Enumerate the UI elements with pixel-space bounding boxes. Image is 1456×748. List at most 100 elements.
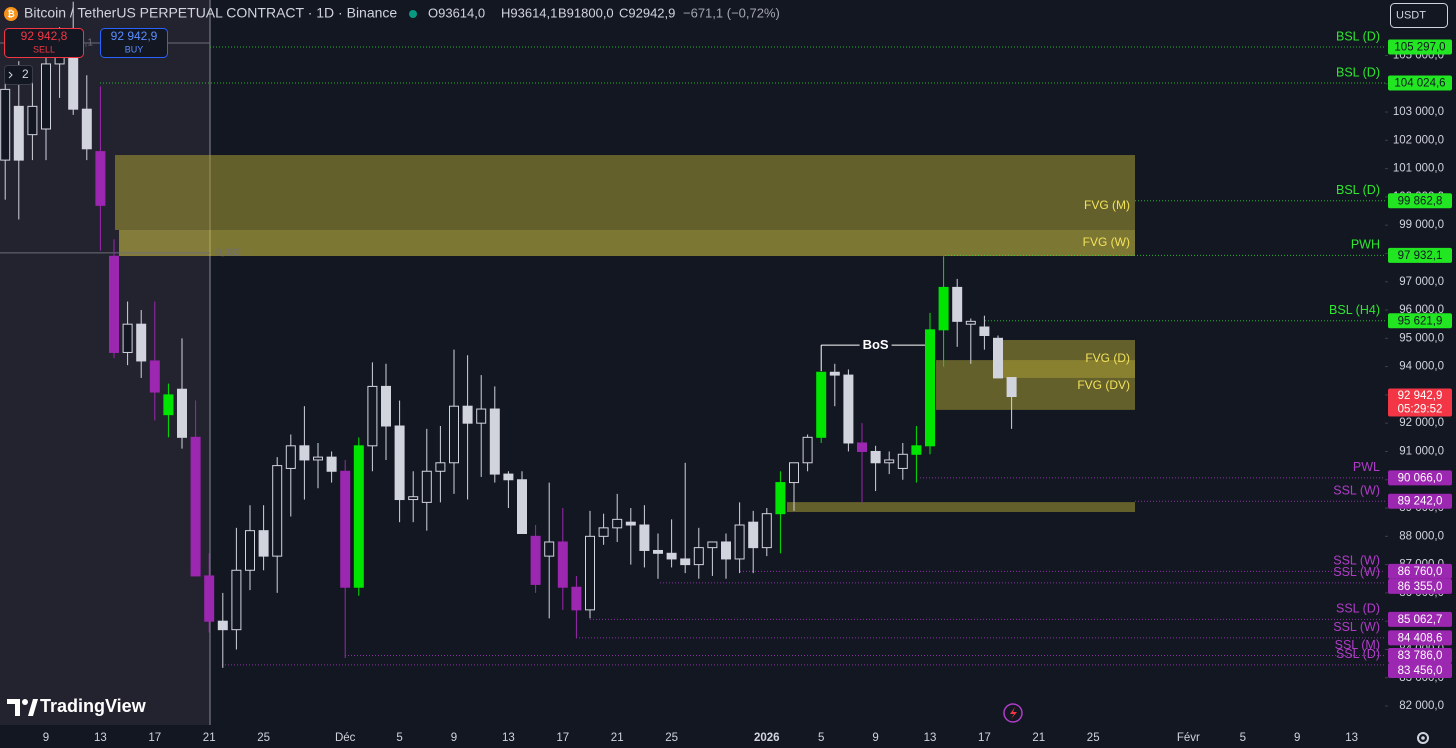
- y-tick-label: 94 000,0: [1399, 361, 1444, 373]
- level-label: SSL (M): [1335, 638, 1380, 652]
- x-tick-label: 5: [818, 732, 824, 744]
- logo-slash: [28, 699, 38, 716]
- sell-box[interactable]: [4, 28, 84, 58]
- candle-body: [802, 436, 813, 464]
- price-tag-label: 104 024,6: [1394, 78, 1445, 90]
- candle-body: [571, 586, 582, 611]
- price-tag: [1388, 313, 1452, 329]
- buy-box[interactable]: [100, 28, 168, 58]
- fvg-label: FVG (D): [1085, 351, 1130, 365]
- x-tick-label: 9: [1294, 732, 1300, 744]
- ohlc-change: −671,1 (−0,72%): [683, 5, 780, 20]
- ohlc-high: H93614,1: [501, 5, 557, 20]
- logo-dot: [22, 699, 28, 705]
- candle-body: [272, 465, 283, 557]
- fvg-label: FVG (DV): [1077, 378, 1130, 392]
- zones: [115, 155, 1135, 512]
- settings-gear[interactable]: [1417, 732, 1429, 744]
- currency[interactable]: USDT: [1396, 9, 1426, 21]
- candle-body: [394, 425, 405, 501]
- candle-body: [843, 374, 854, 444]
- candle-body: [217, 620, 228, 631]
- fvg-zone: [936, 360, 1135, 410]
- alert-bolt[interactable]: [1010, 707, 1017, 719]
- currency-select[interactable]: USDT: [1390, 3, 1448, 28]
- x-tick-label: 21: [203, 732, 216, 744]
- quantity[interactable]: 2: [22, 67, 29, 81]
- x-tick-label: 25: [257, 732, 270, 744]
- candle-body: [748, 521, 759, 549]
- chevron: [8, 71, 13, 79]
- price-tag-label: 83 456,0: [1398, 665, 1443, 677]
- candle-body: [925, 329, 935, 447]
- candle-body: [612, 518, 623, 529]
- candle-body: [639, 524, 650, 551]
- quantity-toggle[interactable]: 2: [4, 65, 33, 85]
- level-label: BSL (D): [1336, 29, 1380, 43]
- candle-body: [258, 530, 269, 557]
- candle-body: [911, 445, 922, 455]
- candle-body: [163, 394, 174, 416]
- candle-body: [476, 408, 487, 424]
- x-tick-label: 21: [1032, 732, 1045, 744]
- candle-body: [625, 521, 636, 526]
- candle-body: [245, 530, 255, 571]
- price-tag: [1388, 493, 1452, 509]
- buy-button[interactable]: 92 942,9 BUY: [100, 28, 168, 58]
- level-label: SSL (W): [1333, 620, 1380, 634]
- x-tick-label: 9: [43, 732, 49, 744]
- candle-body: [285, 445, 296, 469]
- y-tick-label: 101 000,0: [1393, 163, 1444, 175]
- quantity-box[interactable]: [4, 65, 33, 85]
- buy-price[interactable]: 92 942,9: [111, 29, 158, 43]
- sell-button[interactable]: 92 942,8 SELL: [4, 28, 84, 58]
- x-tick-label: Déc: [335, 732, 356, 744]
- candle-body: [993, 337, 1003, 379]
- price-tag-label: 97 932,1: [1398, 250, 1443, 262]
- candle-body: [775, 482, 786, 515]
- currency-box[interactable]: [1390, 3, 1448, 28]
- candle-body: [598, 527, 609, 537]
- candle-body: [421, 470, 432, 503]
- candles: [0, 1, 1017, 668]
- candle-body: [517, 479, 527, 534]
- candle-body: [449, 405, 459, 464]
- level-label: BSL (D): [1336, 65, 1380, 79]
- sell-label[interactable]: SELL: [33, 44, 55, 54]
- sell-price[interactable]: 92 942,8: [21, 29, 68, 43]
- buy-label[interactable]: BUY: [125, 44, 144, 54]
- brand-name: TradingView: [40, 696, 147, 716]
- candle-body: [353, 445, 364, 588]
- candle-body: [829, 371, 840, 376]
- candle-body: [952, 286, 963, 322]
- settings-hub[interactable]: [1421, 736, 1425, 740]
- candle-body: [707, 541, 718, 549]
- alert-ring[interactable]: [1003, 703, 1023, 723]
- fib-label: 0,382: [216, 248, 241, 259]
- candle-body: [680, 558, 691, 566]
- settings-icon[interactable]: [1417, 732, 1429, 744]
- price-tag-label: 90 066,0: [1398, 472, 1443, 484]
- candle-body: [979, 326, 990, 336]
- alert-icon[interactable]: [1003, 703, 1023, 723]
- bos-bg: [859, 336, 892, 355]
- candle-body: [530, 535, 541, 585]
- y-tick-label: 103 000,0: [1393, 106, 1444, 118]
- candle-body: [503, 473, 514, 481]
- x-tick-label: 25: [1087, 732, 1100, 744]
- x-tick-label: 5: [1240, 732, 1246, 744]
- x-tick-label: 9: [451, 732, 457, 744]
- last-price-tag: [1388, 388, 1452, 417]
- candle-body: [326, 456, 337, 472]
- candle-body: [734, 524, 745, 560]
- price-tag-label: 86 355,0: [1398, 581, 1443, 593]
- candle-body: [761, 513, 772, 549]
- candle-body: [367, 385, 378, 447]
- candle-body: [381, 385, 391, 427]
- price-tag: [1388, 578, 1452, 594]
- candle-body: [109, 255, 119, 353]
- chart-title: Bitcoin / TetherUS PERPETUAL CONTRACT · …: [24, 5, 397, 21]
- x-tick-label: 9: [872, 732, 878, 744]
- x-tick-label: Févr: [1177, 732, 1200, 744]
- x-tick-label: 2026: [754, 732, 780, 744]
